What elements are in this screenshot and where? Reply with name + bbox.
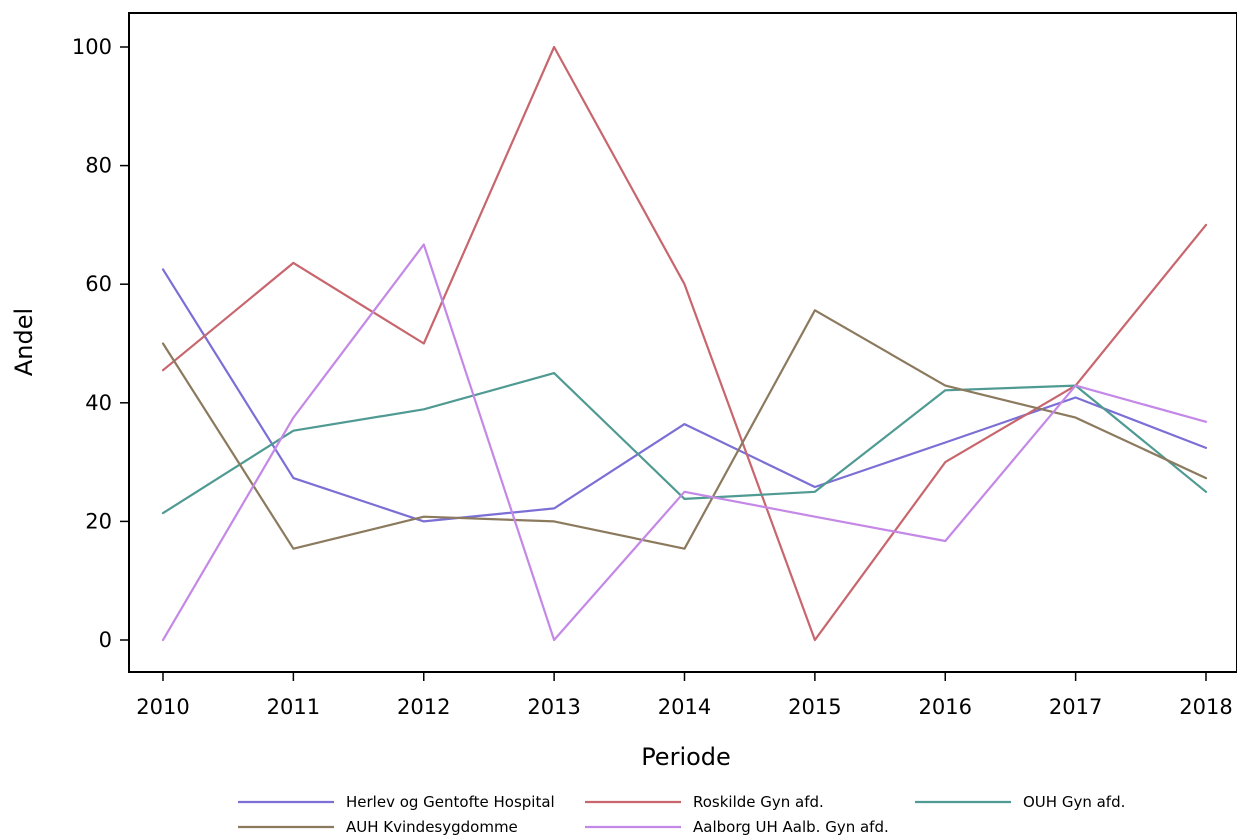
series-line-auh-kvindesygdomme [163,310,1206,548]
y-axis: 0 20 40 60 80 100 [72,35,129,652]
y-tick-label: 80 [85,154,112,178]
plot-frame [129,13,1237,672]
y-tick-label: 0 [99,628,112,652]
x-tick-label: 2016 [919,695,972,719]
x-tick-label: 2010 [136,695,189,719]
y-tick-label: 60 [85,272,112,296]
legend-label: Roskilde Gyn afd. [693,793,824,811]
x-tick-label: 2017 [1049,695,1102,719]
x-tick-label: 2013 [527,695,580,719]
legend-label: Herlev og Gentofte Hospital [346,793,555,811]
legend-label: Aalborg UH Aalb. Gyn afd. [693,818,889,836]
x-axis: 2010 2011 2012 2013 2014 2015 2016 2017 2018 [136,672,1232,719]
series-line-herlev-og-gentofte-hospital [163,269,1206,521]
x-tick-label: 2015 [788,695,841,719]
y-tick-label: 100 [72,35,112,59]
x-tick-label: 2014 [658,695,711,719]
legend: Herlev og Gentofte Hospital Roskilde Gyn … [238,793,1125,836]
x-axis-title: Periode [641,743,731,771]
series-line-aalborg-uh-aalb-gyn-afd [163,245,1206,641]
legend-label: AUH Kvindesygdomme [346,818,518,836]
series-lines [163,47,1206,640]
y-tick-label: 20 [85,509,112,533]
x-tick-label: 2011 [267,695,320,719]
x-tick-label: 2018 [1179,695,1232,719]
y-tick-label: 40 [85,391,112,415]
x-tick-label: 2012 [397,695,450,719]
legend-label: OUH Gyn afd. [1023,793,1125,811]
series-line-roskilde-gyn-afd [163,47,1206,640]
y-axis-title: Andel [10,308,38,376]
